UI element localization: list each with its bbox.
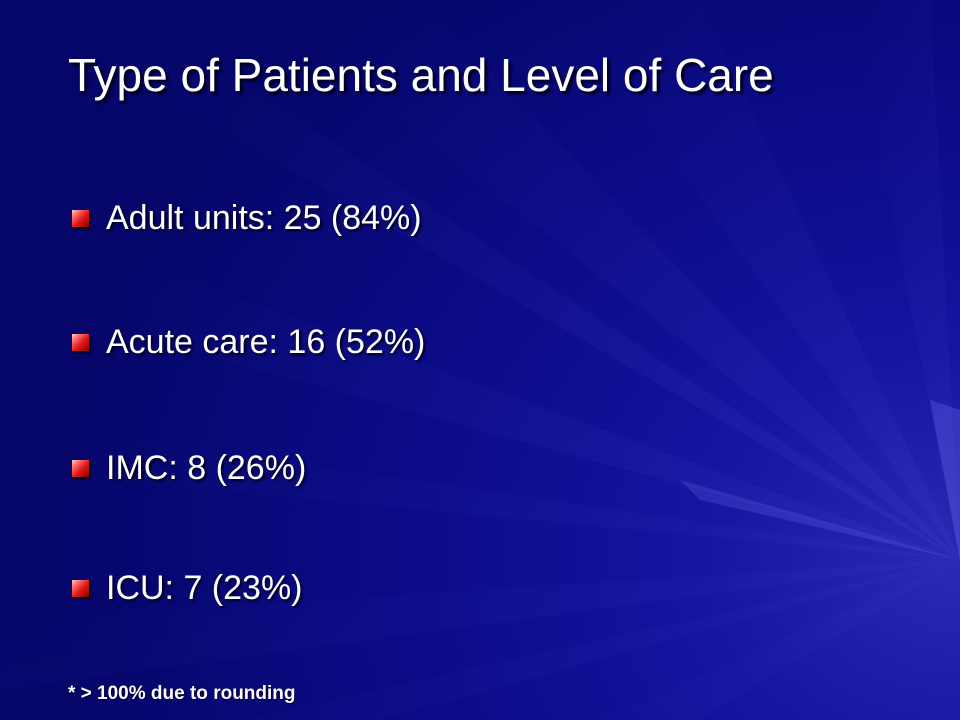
bullet-item-icu: ICU: 7 (23%) <box>68 566 928 616</box>
slide-title: Type of Patients and Level of Care <box>68 49 774 101</box>
red-square-bullet-icon <box>72 460 89 477</box>
red-square-bullet-icon <box>72 210 89 227</box>
red-square-bullet-icon <box>72 334 89 351</box>
footnote: * > 100% due to rounding <box>68 683 296 704</box>
bullet-item-acute-care: Acute care: 16 (52%) <box>68 320 928 370</box>
bullet-text: ICU: 7 (23%) <box>106 569 303 607</box>
bullet-text: IMC: 8 (26%) <box>106 449 307 487</box>
bullet-item-imc: IMC: 8 (26%) <box>68 446 928 496</box>
red-square-bullet-icon <box>72 580 89 597</box>
bullet-item-adult-units: Adult units: 25 (84%) <box>68 196 928 246</box>
bullet-text: Adult units: 25 (84%) <box>106 199 422 237</box>
bullet-text: Acute care: 16 (52%) <box>106 323 426 361</box>
